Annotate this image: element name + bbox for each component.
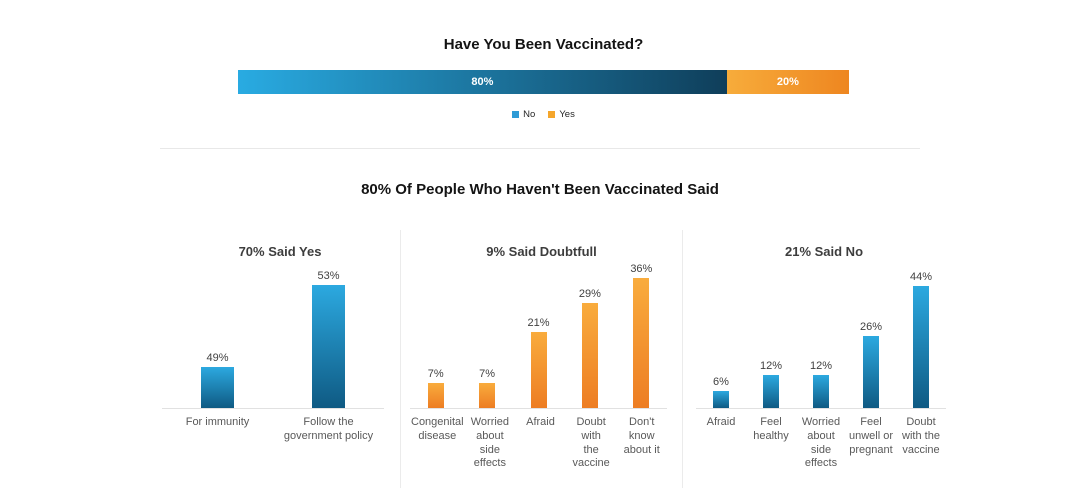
- bar-group: 21%: [513, 317, 564, 408]
- stacked-segment-yes-value-label: 20%: [776, 76, 799, 88]
- chart-said-yes-title: 70% Said Yes: [238, 244, 322, 259]
- section-title: 80% Of People Who Haven't Been Vaccinate…: [361, 181, 719, 198]
- stacked-segment-no-value-label: 80%: [471, 76, 494, 88]
- legend-yes-swatch-icon: [548, 110, 556, 118]
- stacked-bar-legend: No Yes: [238, 107, 849, 121]
- bar: [201, 367, 234, 408]
- chart-said-doubtful: 9% Said Doubtfull 7% 7% 21% 29% 36% Congenit…: [400, 230, 683, 488]
- bar-value-label: 53%: [317, 270, 340, 282]
- bar: [312, 285, 345, 408]
- bar: [863, 336, 879, 408]
- category-label: Doubt with the vaccine: [902, 416, 940, 456]
- chart-said-yes-category-axis: For immunity Follow the government policy: [162, 416, 384, 444]
- category-label: Worried about side effects: [470, 416, 510, 470]
- bar-value-label: 49%: [206, 352, 229, 364]
- bar-value-label: 12%: [759, 360, 783, 372]
- chart-said-doubtful-title: 9% Said Doubtfull: [486, 244, 597, 259]
- category-label: Afraid: [526, 416, 555, 428]
- bar: [713, 391, 729, 408]
- bar: [581, 303, 598, 408]
- bar-value-label: 44%: [909, 271, 933, 283]
- top-chart-title: Have You Been Vaccinated?: [443, 36, 644, 53]
- bar-value-label: 12%: [809, 360, 833, 372]
- stacked-segment-yes: 20%: [726, 70, 849, 94]
- bar: [633, 278, 650, 408]
- bar-value-label: 7%: [479, 368, 496, 380]
- bar-group: 12%: [746, 360, 796, 408]
- bar-value-label: 36%: [630, 263, 653, 275]
- legend-item-no: No: [512, 109, 535, 120]
- category-label: Feel unwell or pregnant: [848, 416, 894, 456]
- bar: [427, 383, 444, 408]
- chart-said-no: 21% Said No 6% 12% 12% 26% 44% Afraid Feel he…: [683, 230, 965, 488]
- bar-value-label: 6%: [713, 376, 729, 388]
- bar-group: 7%: [410, 368, 461, 408]
- bar-value-label: 26%: [859, 321, 883, 333]
- chart-said-yes: 70% Said Yes 49% 53% For immunity Follow t…: [160, 230, 400, 488]
- stacked-segment-no: 80%: [238, 70, 727, 94]
- bar: [530, 332, 547, 408]
- legend-item-yes: Yes: [548, 109, 575, 120]
- bar-group: 53%: [273, 270, 384, 408]
- chart-said-no-category-axis: Afraid Feel healthy Worried about side eff…: [696, 416, 946, 471]
- bar-group: 26%: [846, 321, 896, 408]
- chart-said-no-title: 21% Said No: [784, 244, 864, 259]
- bar-group: 36%: [616, 263, 667, 408]
- chart-said-doubtful-category-axis: Congenital disease Worried about side eff…: [410, 416, 667, 471]
- category-label: Doubt with the vaccine: [572, 416, 610, 470]
- bar: [913, 286, 929, 408]
- breakdown-charts: 70% Said Yes 49% 53% For immunity Follow t…: [160, 230, 965, 488]
- bar-value-label: 29%: [578, 288, 601, 300]
- bar-value-label: 21%: [527, 317, 550, 329]
- category-label: Feel healthy: [753, 416, 789, 442]
- bar-value-label: 7%: [427, 368, 444, 380]
- chart-said-doubtful-plot-area: 7% 7% 21% 29% 36%: [410, 263, 667, 409]
- chart-said-yes-plot-area: 49% 53%: [162, 244, 384, 409]
- bar: [479, 383, 496, 408]
- bar-group: 44%: [896, 271, 946, 408]
- legend-yes-label: Yes: [559, 108, 575, 120]
- bar-group: 29%: [564, 288, 615, 408]
- category-label: For immunity: [185, 416, 250, 428]
- bar: [763, 375, 779, 408]
- category-label: Follow the government policy: [283, 416, 374, 442]
- horizontal-divider: [160, 148, 920, 149]
- legend-no-label: No: [523, 108, 536, 120]
- bar-group: 6%: [696, 376, 746, 408]
- chart-said-no-plot-area: 6% 12% 12% 26% 44%: [696, 271, 946, 409]
- legend-no-swatch-icon: [512, 110, 520, 118]
- category-label: Worried about side effects: [801, 416, 841, 470]
- category-label: Congenital disease: [411, 416, 464, 442]
- bar-group: 12%: [796, 360, 846, 408]
- category-label: Don't know about it: [623, 416, 660, 456]
- vaccinated-stacked-bar: 80% 20%: [238, 70, 849, 94]
- bar-group: 7%: [461, 368, 512, 408]
- category-label: Afraid: [706, 416, 736, 428]
- bar-group: 49%: [162, 352, 273, 408]
- bar: [813, 375, 829, 408]
